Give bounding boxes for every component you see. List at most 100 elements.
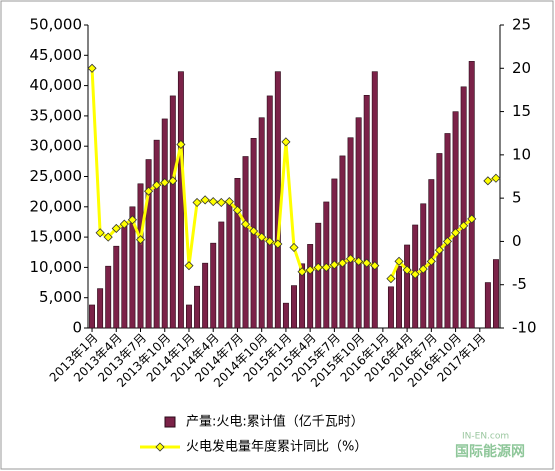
line-marker xyxy=(87,63,97,73)
line-marker xyxy=(434,245,444,255)
bar xyxy=(396,265,402,329)
line-marker xyxy=(442,236,453,246)
line-marker xyxy=(337,258,348,268)
bar xyxy=(452,111,459,329)
legend-label: 产量:火电:累计值（亿千瓦时） xyxy=(186,414,364,430)
line-marker xyxy=(329,260,339,270)
bar xyxy=(266,95,273,329)
line-marker xyxy=(216,197,226,208)
line-marker xyxy=(491,173,501,183)
bar xyxy=(460,86,467,329)
bar xyxy=(492,259,499,329)
bar xyxy=(218,221,225,329)
y-tick-label: 45,000 xyxy=(30,46,83,64)
line-marker xyxy=(240,219,251,229)
y-tick-label: 20,000 xyxy=(30,197,83,215)
line-marker xyxy=(313,262,323,272)
bar xyxy=(347,137,354,329)
line-marker xyxy=(176,139,186,150)
bar xyxy=(202,262,209,329)
bar xyxy=(129,206,136,329)
legend-label: 火电发电量年度累计同比（%） xyxy=(186,439,367,455)
bar xyxy=(444,133,451,329)
bar xyxy=(282,302,289,329)
bar xyxy=(355,117,362,329)
bar xyxy=(315,222,322,329)
line-marker xyxy=(111,223,121,234)
line-marker xyxy=(192,197,202,208)
line-marker xyxy=(127,215,137,225)
bar xyxy=(226,201,233,329)
legend-swatch xyxy=(164,416,176,428)
watermark-text: 国际能源网 xyxy=(455,443,525,460)
bar xyxy=(404,244,411,329)
bar xyxy=(331,178,338,329)
line-marker xyxy=(297,267,307,277)
line-marker xyxy=(281,137,291,147)
line-marker xyxy=(273,239,283,249)
y-tick-label: 40,000 xyxy=(30,76,83,94)
bar xyxy=(145,159,152,329)
bar xyxy=(291,285,297,329)
line-marker xyxy=(200,195,210,205)
bar xyxy=(274,71,281,329)
bar xyxy=(484,282,491,329)
bar xyxy=(371,71,378,329)
line-marker xyxy=(451,228,461,238)
y-tick-label: 10,000 xyxy=(30,258,83,276)
line-marker xyxy=(168,176,178,186)
y-tick-label: 15,000 xyxy=(30,228,83,246)
line-marker xyxy=(459,221,469,231)
line-marker xyxy=(354,256,364,266)
bar xyxy=(186,304,192,329)
line-marker xyxy=(402,265,412,275)
line-marker xyxy=(184,261,194,271)
line-marker xyxy=(362,258,372,268)
y-tick-label: 35,000 xyxy=(30,106,83,124)
bar xyxy=(387,286,394,329)
y2-tick-label: 25 xyxy=(512,16,531,34)
line-marker xyxy=(394,256,404,266)
line-marker xyxy=(426,256,436,266)
line-marker xyxy=(418,264,428,274)
line-marker xyxy=(135,235,146,245)
bar xyxy=(177,71,184,329)
y-tick-label: 30,000 xyxy=(30,137,83,155)
bar xyxy=(428,179,435,329)
y2-tick-label: 5 xyxy=(512,189,522,207)
line-marker xyxy=(257,232,267,242)
line-marker xyxy=(410,269,420,279)
y2-tick-label: 20 xyxy=(512,59,531,77)
line-marker xyxy=(289,242,299,253)
y-tick-label: 0 xyxy=(72,319,82,337)
line-marker xyxy=(160,177,170,188)
bar xyxy=(339,155,346,329)
line-marker xyxy=(232,205,243,215)
bar xyxy=(468,61,475,329)
line-marker xyxy=(386,274,396,284)
bar xyxy=(113,245,120,329)
bar xyxy=(436,153,443,329)
bar xyxy=(307,244,314,329)
legend-marker xyxy=(155,442,165,452)
line-marker xyxy=(103,232,113,242)
bar xyxy=(89,304,96,329)
line-marker xyxy=(224,197,234,207)
bar xyxy=(242,156,249,329)
line-marker xyxy=(249,226,259,236)
line-marker xyxy=(208,197,218,207)
bar xyxy=(169,95,176,329)
y2-tick-label: -10 xyxy=(512,319,537,337)
bar xyxy=(258,117,265,329)
bar xyxy=(137,183,144,329)
line-marker xyxy=(483,176,493,186)
bar xyxy=(105,265,112,329)
bar xyxy=(194,285,201,329)
line-marker xyxy=(152,180,162,190)
line-marker xyxy=(265,236,275,246)
bar xyxy=(121,225,128,329)
bar xyxy=(299,263,306,329)
y2-tick-label: 10 xyxy=(512,145,531,163)
y-tick-label: 5,000 xyxy=(39,288,82,306)
